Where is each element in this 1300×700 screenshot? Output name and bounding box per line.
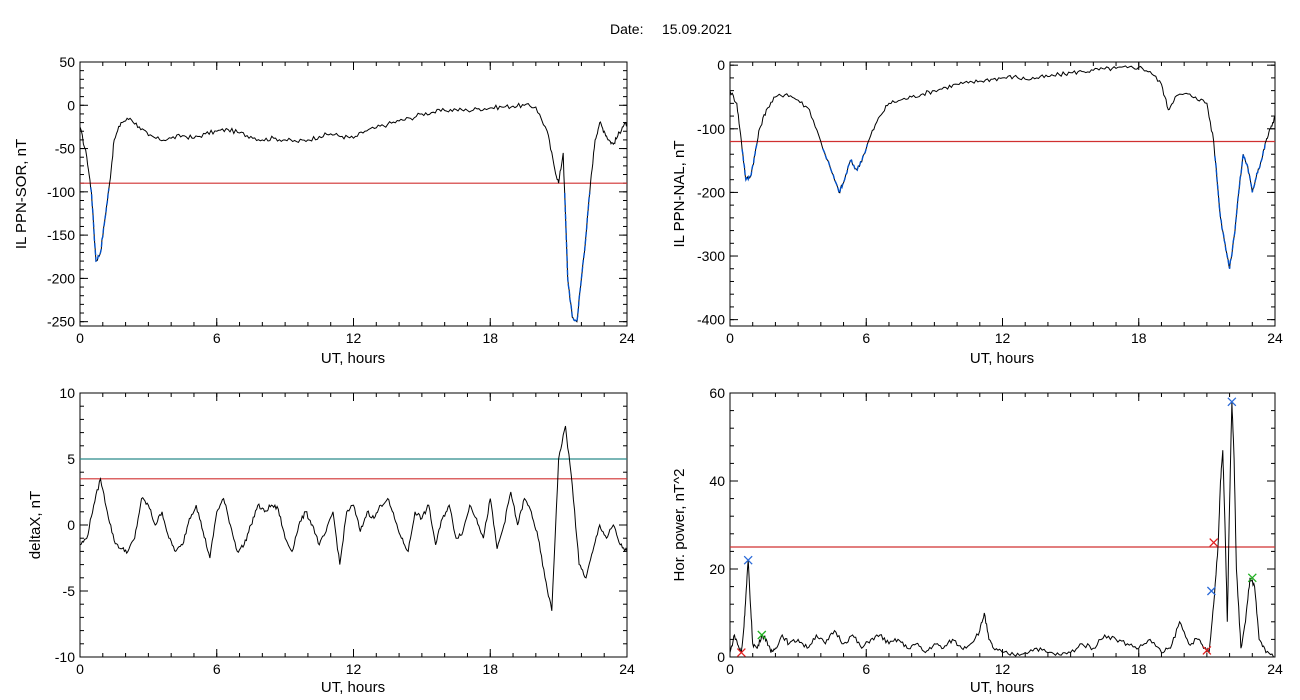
panel-nal: 0 6 12 18 24 0 -100 -200 -300 -400 UT, hours IL P… (671, 57, 1283, 367)
x-tick-label: 0 (76, 661, 84, 677)
peak-marker (1202, 645, 1212, 655)
date-value: 15.09.2021 (662, 21, 732, 37)
panel-sor-ylabel: IL PPN-SOR, nT (13, 139, 30, 249)
x-tick-label: 0 (726, 330, 734, 346)
x-tick-label: 18 (482, 661, 498, 677)
x-tick-label: 6 (213, 661, 221, 677)
panel-nal-xlabel: UT, hours (970, 350, 1034, 367)
panel-sor-frame (79, 61, 628, 327)
x-tick-label: 6 (213, 330, 221, 346)
y-tick-label: -300 (697, 248, 725, 264)
y-tick-label: -10 (55, 649, 75, 665)
y-tick-label: -200 (47, 270, 75, 286)
y-tick-label: -250 (47, 314, 75, 330)
y-tick-label: -100 (47, 184, 75, 200)
panel-sor-ticks: 0 6 12 18 24 50 0 -50 -100 -150 -200 -250 (47, 54, 635, 346)
y-tick-label: -150 (47, 227, 75, 243)
y-tick-label: 40 (709, 473, 725, 489)
x-tick-label: 12 (995, 661, 1011, 677)
panel-horpower-markers (736, 397, 1257, 658)
panel-sor-highlight (89, 187, 591, 324)
panel-nal-highlight (741, 141, 1266, 269)
y-tick-label: -200 (697, 184, 725, 200)
y-tick-label: 50 (59, 54, 75, 70)
x-tick-label: 18 (1131, 661, 1147, 677)
x-tick-label: 24 (619, 661, 635, 677)
peak-marker (1206, 586, 1216, 596)
y-tick-label: 20 (709, 561, 725, 577)
panel-deltax-xlabel: UT, hours (321, 679, 385, 696)
panel-horpower-xlabel: UT, hours (970, 679, 1034, 696)
x-tick-label: 6 (862, 661, 870, 677)
date-label: Date: (610, 21, 643, 37)
peak-marker (1247, 573, 1257, 583)
y-tick-label: 0 (67, 517, 75, 533)
panel-horpower: 0 6 12 18 24 60 40 20 0 UT, hours Hor. power, nT… (671, 385, 1283, 696)
panel-nal-trace (729, 65, 1276, 269)
panel-nal-ticks: 0 6 12 18 24 0 -100 -200 -300 -400 (697, 57, 1283, 346)
panel-nal-frame (729, 61, 1276, 327)
panel-horpower-ylabel: Hor. power, nT^2 (671, 469, 688, 582)
y-tick-label: 0 (717, 57, 725, 73)
x-tick-label: 6 (862, 330, 870, 346)
x-tick-label: 12 (346, 661, 362, 677)
x-tick-label: 12 (995, 330, 1011, 346)
y-tick-label: -100 (697, 121, 725, 137)
y-tick-label: 0 (717, 649, 725, 665)
y-tick-label: -50 (55, 141, 75, 157)
x-tick-label: 24 (619, 330, 635, 346)
y-tick-label: -400 (697, 312, 725, 328)
panel-nal-ylabel: IL PPN-NAL, nT (671, 141, 688, 248)
y-tick-label: 0 (67, 97, 75, 113)
peak-marker (736, 648, 746, 658)
peak-marker (1227, 397, 1237, 407)
panel-sor: 0 6 12 18 24 50 0 -50 -100 -150 -200 -250 UT, hours… (13, 54, 635, 367)
x-tick-label: 18 (1131, 330, 1147, 346)
x-tick-label: 24 (1267, 661, 1283, 677)
panel-deltax-ticks: 0 6 12 18 24 10 5 0 -5 -10 (55, 385, 635, 677)
panel-horpower-trace (729, 401, 1276, 658)
panel-horpower-frame (729, 392, 1276, 658)
panel-deltax-ylabel: deltaX, nT (27, 491, 44, 559)
y-tick-label: 10 (59, 385, 75, 401)
peak-marker (1209, 538, 1219, 548)
panel-deltax-frame (79, 392, 628, 658)
panel-deltax-trace (79, 425, 628, 611)
panel-deltax: 0 6 12 18 24 10 5 0 -5 -10 UT, hours deltaX, nT (27, 385, 635, 696)
x-tick-label: 0 (726, 661, 734, 677)
x-tick-label: 12 (346, 330, 362, 346)
x-tick-label: 24 (1267, 330, 1283, 346)
x-tick-label: 0 (76, 330, 84, 346)
y-tick-label: -5 (63, 583, 76, 599)
panel-horpower-ticks: 0 6 12 18 24 60 40 20 0 (709, 385, 1283, 677)
y-tick-label: 60 (709, 385, 725, 401)
panel-sor-xlabel: UT, hours (321, 350, 385, 367)
peak-marker (743, 555, 753, 565)
y-tick-label: 5 (67, 451, 75, 467)
x-tick-label: 18 (482, 330, 498, 346)
panel-sor-trace (79, 102, 628, 323)
peak-marker (757, 630, 767, 640)
